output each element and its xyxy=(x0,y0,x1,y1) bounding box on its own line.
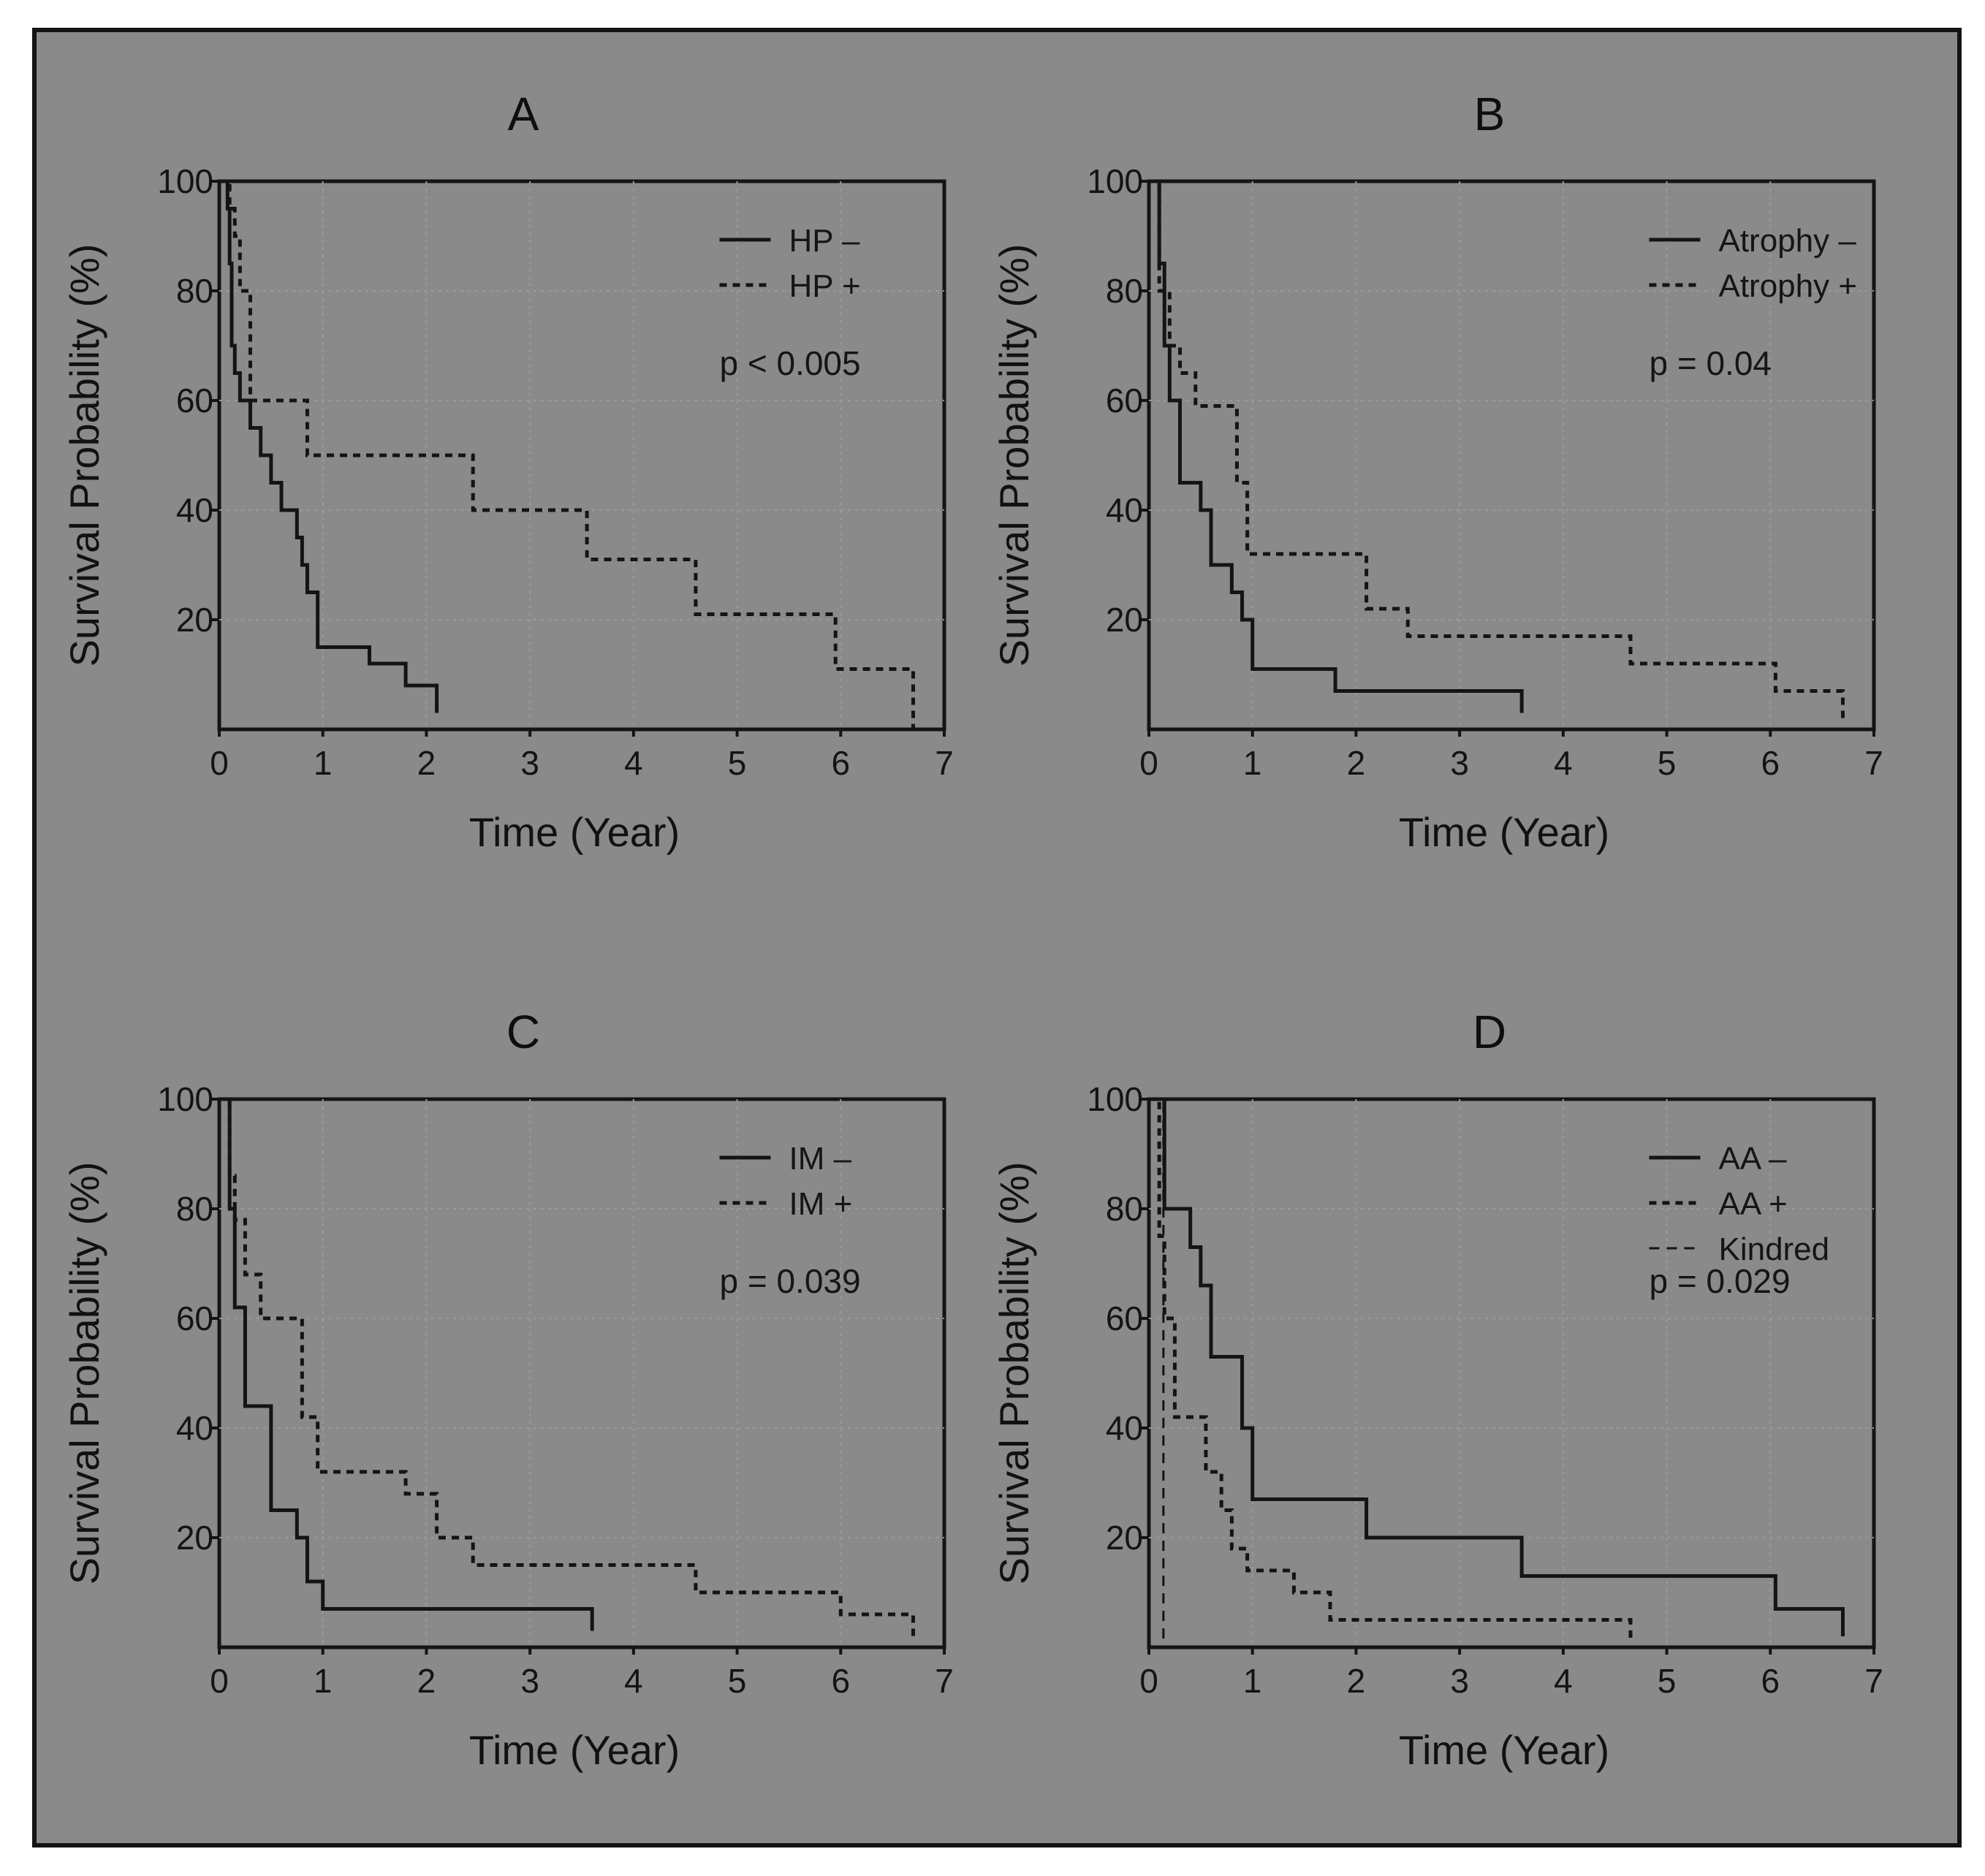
panel-label: D xyxy=(1473,1006,1506,1058)
y-axis-title: Survival Probability (%) xyxy=(991,1162,1037,1585)
legend-label: HP + xyxy=(789,268,860,304)
panel-label: C xyxy=(506,1006,540,1058)
x-tick-label: 0 xyxy=(1139,1662,1158,1700)
x-tick-label: 6 xyxy=(1761,1662,1780,1700)
x-tick-label: 5 xyxy=(728,744,747,782)
x-tick-label: 3 xyxy=(520,1662,539,1700)
x-tick-label: 6 xyxy=(831,1662,850,1700)
y-tick-label: 100 xyxy=(157,1080,213,1118)
p-value-annotation: p < 0.005 xyxy=(719,344,860,382)
chart-panel-d: D 0 1 2 3 4 5 6 7 20 40 60 80 100 Time (Year) Survival … xyxy=(991,1006,1883,1773)
p-value-annotation: p = 0.039 xyxy=(719,1262,860,1300)
y-tick-label: 20 xyxy=(1106,601,1143,639)
y-tick-label: 60 xyxy=(176,1299,213,1337)
series-line xyxy=(1149,1098,1165,1647)
chart-panel-c: C 0 1 2 3 4 5 6 7 20 40 60 80 100 Time (Year) Survival … xyxy=(61,1006,954,1773)
x-tick-label: 5 xyxy=(728,1662,747,1700)
series-line xyxy=(219,179,915,729)
x-axis-title: Time (Year) xyxy=(1399,1727,1609,1773)
x-tick-label: 1 xyxy=(1243,1662,1262,1700)
x-axis-title: Time (Year) xyxy=(1399,809,1609,855)
plot-frame xyxy=(1147,179,1876,732)
x-tick-label: 3 xyxy=(1450,744,1469,782)
x-tick-label: 7 xyxy=(1864,1662,1883,1700)
y-tick-label: 80 xyxy=(1106,272,1143,310)
y-tick-label: 100 xyxy=(1087,1080,1143,1118)
y-tick-label: 80 xyxy=(176,272,213,310)
legend-label: AA + xyxy=(1718,1186,1787,1222)
y-tick-label: 40 xyxy=(176,1409,213,1447)
x-tick-label: 1 xyxy=(314,744,333,782)
x-tick-label: 7 xyxy=(935,1662,954,1700)
legend-label: Atrophy + xyxy=(1718,268,1857,304)
y-axis-title: Survival Probability (%) xyxy=(61,1162,107,1585)
x-tick-label: 4 xyxy=(1554,1662,1573,1700)
legend-label: Kindred xyxy=(1718,1231,1829,1267)
y-tick-label: 100 xyxy=(157,162,213,200)
y-tick-label: 60 xyxy=(176,381,213,419)
x-tick-label: 1 xyxy=(1243,744,1262,782)
plot-frame xyxy=(217,179,946,732)
x-tick-label: 1 xyxy=(314,1662,333,1700)
series-line xyxy=(1149,1097,1845,1636)
x-tick-label: 2 xyxy=(1347,1662,1366,1700)
x-tick-label: 0 xyxy=(210,744,229,782)
series-line xyxy=(219,179,439,713)
x-tick-label: 4 xyxy=(624,1662,643,1700)
panel-label: B xyxy=(1474,88,1506,140)
legend-label: AA – xyxy=(1718,1141,1786,1177)
x-tick-label: 3 xyxy=(520,744,539,782)
x-tick-label: 6 xyxy=(831,744,850,782)
y-tick-label: 20 xyxy=(176,1519,213,1557)
x-tick-label: 2 xyxy=(1347,744,1366,782)
series-line xyxy=(219,1097,915,1642)
p-value-annotation: p = 0.04 xyxy=(1649,344,1772,382)
x-tick-label: 2 xyxy=(417,1662,436,1700)
series-line xyxy=(1149,1097,1633,1642)
plot-frame xyxy=(217,1097,946,1649)
legend-label: IM + xyxy=(789,1186,852,1222)
series-line xyxy=(1149,179,1524,713)
series-line xyxy=(1149,179,1845,724)
chart-panel-a: A 0 1 2 3 4 5 6 7 20 40 60 80 100 Time (Year) Survival … xyxy=(61,88,954,855)
x-tick-label: 0 xyxy=(210,1662,229,1700)
x-tick-label: 5 xyxy=(1658,744,1677,782)
legend-label: HP – xyxy=(789,223,860,259)
legend-label: Atrophy – xyxy=(1718,223,1856,259)
y-tick-label: 40 xyxy=(1106,1409,1143,1447)
y-tick-label: 80 xyxy=(1106,1190,1143,1228)
x-axis-title: Time (Year) xyxy=(469,1727,680,1773)
x-tick-label: 5 xyxy=(1658,1662,1677,1700)
series-line xyxy=(219,1097,594,1631)
y-tick-label: 60 xyxy=(1106,1299,1143,1337)
p-value-annotation: p = 0.029 xyxy=(1649,1262,1790,1300)
x-tick-label: 6 xyxy=(1761,744,1780,782)
y-axis-title: Survival Probability (%) xyxy=(61,244,107,667)
chart-panel-b: B 0 1 2 3 4 5 6 7 20 40 60 80 100 Time (Year) Survival … xyxy=(991,88,1883,855)
figure-frame: A 0 1 2 3 4 5 6 7 20 40 60 80 100 Time (Year) Survival … xyxy=(32,28,1962,1847)
y-axis-title: Survival Probability (%) xyxy=(991,244,1037,667)
x-tick-label: 2 xyxy=(417,744,436,782)
y-tick-label: 20 xyxy=(1106,1519,1143,1557)
x-axis-title: Time (Year) xyxy=(469,809,680,855)
y-tick-label: 80 xyxy=(176,1190,213,1228)
panel-label: A xyxy=(508,88,539,140)
plot-frame xyxy=(1147,1097,1876,1649)
x-tick-label: 0 xyxy=(1139,744,1158,782)
x-tick-label: 3 xyxy=(1450,1662,1469,1700)
y-tick-label: 40 xyxy=(176,491,213,529)
legend-label: IM – xyxy=(789,1141,851,1177)
x-tick-label: 4 xyxy=(624,744,643,782)
x-tick-label: 4 xyxy=(1554,744,1573,782)
y-tick-label: 60 xyxy=(1106,381,1143,419)
y-tick-label: 40 xyxy=(1106,491,1143,529)
y-tick-label: 20 xyxy=(176,601,213,639)
x-tick-label: 7 xyxy=(935,744,954,782)
x-tick-label: 7 xyxy=(1864,744,1883,782)
y-tick-label: 100 xyxy=(1087,162,1143,200)
